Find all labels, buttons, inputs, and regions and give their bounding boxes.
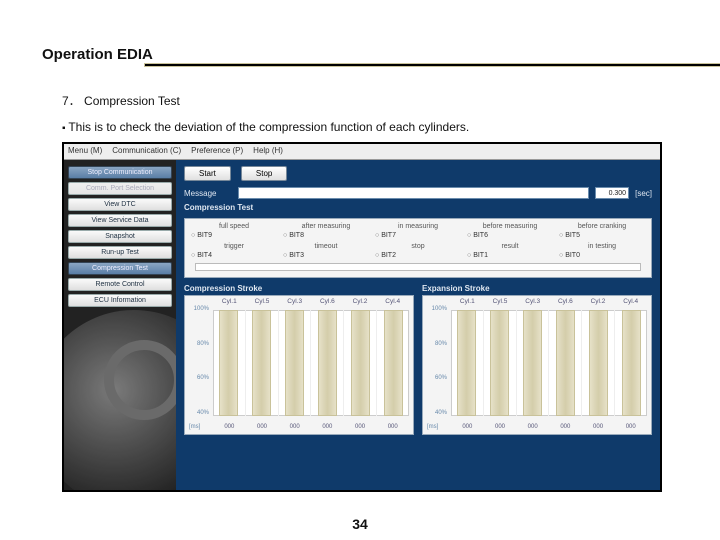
status-cell: before measuringBIT6 <box>467 223 553 239</box>
sidebar-item-3[interactable]: View Service Data <box>68 214 172 227</box>
section-number-line: 7． Compression Test <box>62 92 180 109</box>
sidebar-item-0[interactable]: Stop Communication <box>68 166 172 179</box>
menu-item[interactable]: Help (H) <box>253 146 283 157</box>
status-cell: in measuringBIT7 <box>375 223 461 239</box>
sidebar-item-2[interactable]: View DTC <box>68 198 172 211</box>
status-cell: timeoutBIT3 <box>283 243 369 259</box>
menu-item[interactable]: Communication (C) <box>112 146 181 157</box>
expansion-stroke-chart: 100%80%60%40%[ms]Cyl.1Cyl.5Cyl.3Cyl.6Cyl… <box>422 295 652 435</box>
app-window: Menu (M) Communication (C) Preference (P… <box>62 142 662 492</box>
engine-illustration <box>64 310 176 490</box>
menu-item[interactable]: Preference (P) <box>191 146 243 157</box>
sidebar-item-8[interactable]: ECU Information <box>68 294 172 307</box>
chart-title-left: Compression Stroke <box>184 284 414 293</box>
sidebar-item-5[interactable]: Run-up Test <box>68 246 172 259</box>
compression-test-title: Compression Test <box>184 203 652 212</box>
stop-button[interactable]: Stop <box>241 166 287 181</box>
status-cell: before crankingBIT5 <box>559 223 645 239</box>
section-description: This is to check the deviation of the co… <box>62 120 469 134</box>
menu-bar[interactable]: Menu (M) Communication (C) Preference (P… <box>64 144 660 160</box>
status-cell: stopBIT2 <box>375 243 461 259</box>
section-number: 7． <box>62 94 81 108</box>
sidebar-item-4[interactable]: Snapshot <box>68 230 172 243</box>
sidebar-item-6[interactable]: Compression Test <box>68 262 172 275</box>
status-panel: full speedBIT9 after measuringBIT8 in meas… <box>184 218 652 278</box>
sec-value[interactable]: 0.300 <box>595 187 629 199</box>
sidebar-item-1[interactable]: Comm. Port Selection <box>68 182 172 195</box>
main-panel: Start Stop Message 0.300 [sec] Compressi… <box>176 160 660 490</box>
status-cell: in testingBIT0 <box>559 243 645 259</box>
status-cell: full speedBIT9 <box>191 223 277 239</box>
progress-bar <box>195 263 641 271</box>
start-button[interactable]: Start <box>184 166 231 181</box>
menu-item[interactable]: Menu (M) <box>68 146 102 157</box>
sidebar: Stop Communication Comm. Port Selection Vi… <box>64 160 176 490</box>
compression-stroke-chart: 100%80%60%40%[ms]Cyl.1Cyl.5Cyl.3Cyl.6Cyl… <box>184 295 414 435</box>
sec-unit: [sec] <box>635 189 652 198</box>
chart-title-right: Expansion Stroke <box>422 284 652 293</box>
title-underline <box>144 63 720 67</box>
section-heading: Compression Test <box>84 94 180 108</box>
sidebar-item-7[interactable]: Remote Control <box>68 278 172 291</box>
status-cell: after measuringBIT8 <box>283 223 369 239</box>
message-label: Message <box>184 189 232 198</box>
message-field[interactable] <box>238 187 589 199</box>
status-cell: resultBIT1 <box>467 243 553 259</box>
page-number: 34 <box>0 516 720 532</box>
status-cell: triggerBIT4 <box>191 243 277 259</box>
